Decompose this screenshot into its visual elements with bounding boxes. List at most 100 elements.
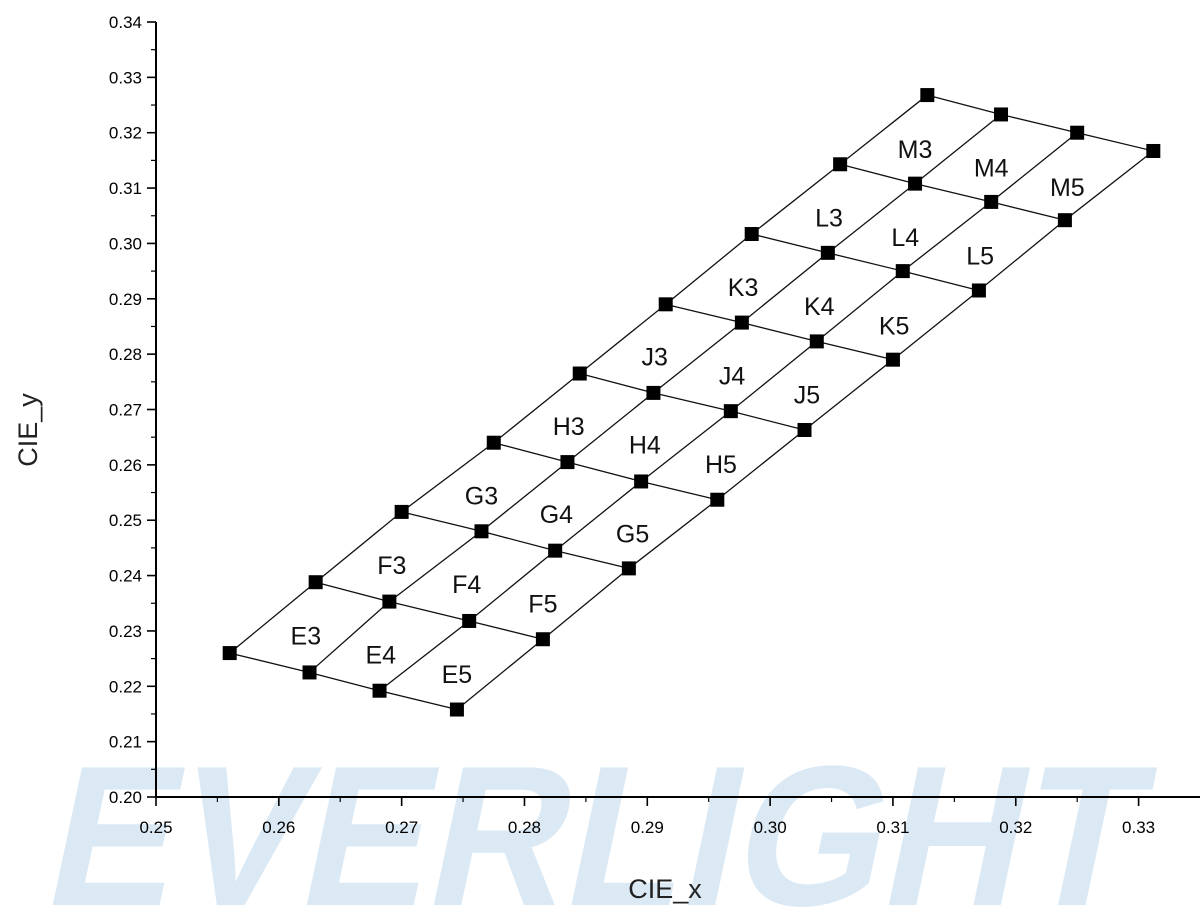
x-axis-title: CIE_x bbox=[628, 874, 702, 904]
bin-boundary-line bbox=[481, 530, 556, 552]
y-tick-label: 0.28 bbox=[109, 345, 142, 364]
grid-point-marker bbox=[809, 334, 824, 349]
bin-label: H5 bbox=[705, 451, 737, 479]
y-tick-label: 0.27 bbox=[109, 401, 142, 420]
bin-boundary-line bbox=[741, 252, 829, 324]
y-axis-title: CIE_y bbox=[13, 393, 43, 467]
bin-grid-markers bbox=[222, 88, 1161, 717]
y-tick-label: 0.34 bbox=[109, 13, 142, 32]
grid-point-marker bbox=[222, 646, 237, 661]
grid-point-marker bbox=[833, 157, 848, 172]
bin-boundary-line bbox=[469, 620, 544, 640]
bin-boundary-line bbox=[567, 392, 654, 463]
bin-label: G3 bbox=[465, 482, 498, 510]
y-tick-label: 0.22 bbox=[109, 677, 142, 696]
bin-grid-lines bbox=[229, 94, 1154, 711]
bin-boundary-line bbox=[309, 671, 380, 692]
x-tick-label: 0.30 bbox=[754, 818, 787, 837]
grid-point-marker bbox=[572, 366, 587, 381]
bin-label: E3 bbox=[291, 622, 322, 650]
bin-boundary-line bbox=[1077, 132, 1154, 152]
x-tick-label: 0.25 bbox=[139, 818, 172, 837]
x-tick-label: 0.32 bbox=[999, 818, 1032, 837]
grid-point-marker bbox=[710, 492, 725, 507]
grid-point-marker bbox=[634, 474, 649, 489]
bin-boundary-line bbox=[827, 252, 903, 272]
y-tick-label: 0.20 bbox=[109, 788, 142, 807]
bin-boundary-line bbox=[741, 321, 817, 343]
grid-point-marker bbox=[984, 194, 999, 209]
x-tick-label: 0.27 bbox=[385, 818, 418, 837]
bin-boundary-line bbox=[641, 480, 718, 501]
axes: 0.25 0.26 0.27 0.28 0.29 0.30 0.31 0.32 0.33 0.20… bbox=[109, 13, 1200, 837]
grid-point-marker bbox=[744, 227, 759, 242]
bin-boundary-line bbox=[229, 581, 317, 654]
bin-label: K3 bbox=[728, 274, 759, 302]
bin-boundary-line bbox=[978, 219, 1066, 291]
bin-label: M5 bbox=[1050, 174, 1085, 202]
bin-boundary-line bbox=[640, 410, 732, 482]
bin-boundary-line bbox=[730, 340, 818, 412]
bin-boundary-line bbox=[542, 567, 630, 640]
bin-label: H4 bbox=[629, 431, 661, 459]
x-tick-label: 0.29 bbox=[631, 818, 664, 837]
grid-point-marker bbox=[920, 88, 935, 103]
x-tick-label: 0.33 bbox=[1122, 818, 1155, 837]
grid-point-marker bbox=[449, 702, 464, 717]
grid-point-marker bbox=[820, 245, 835, 260]
bin-boundary-line bbox=[927, 94, 1002, 116]
bin-boundary-line bbox=[229, 652, 310, 674]
bin-boundary-line bbox=[839, 163, 916, 185]
bin-boundary-line bbox=[388, 530, 482, 603]
bin-boundary-line bbox=[902, 270, 980, 292]
y-tick-label: 0.33 bbox=[109, 68, 142, 87]
grid-point-marker bbox=[462, 613, 477, 628]
bin-label: K5 bbox=[879, 312, 910, 340]
bin-boundary-line bbox=[579, 303, 667, 375]
bin-boundary-line bbox=[1064, 150, 1154, 221]
grid-point-marker bbox=[1070, 125, 1085, 140]
grid-point-marker bbox=[394, 504, 409, 519]
y-tick-label: 0.24 bbox=[109, 567, 142, 586]
y-tick-label: 0.29 bbox=[109, 290, 142, 309]
grid-point-marker bbox=[734, 315, 749, 330]
bin-label: G4 bbox=[540, 501, 573, 529]
bin-boundary-line bbox=[628, 499, 718, 569]
y-tick-label: 0.25 bbox=[109, 511, 142, 530]
bin-boundary-line bbox=[379, 690, 458, 711]
bin-label: J4 bbox=[719, 363, 746, 391]
bin-boundary-line bbox=[481, 461, 568, 532]
grid-point-marker bbox=[895, 264, 910, 279]
bin-boundary-line bbox=[456, 638, 544, 711]
bin-boundary-line bbox=[816, 270, 904, 342]
grid-point-marker bbox=[1146, 143, 1161, 158]
bin-label: M4 bbox=[974, 155, 1009, 183]
bin-boundary-line bbox=[554, 480, 642, 552]
bin-label: F5 bbox=[528, 590, 557, 618]
bin-boundary-line bbox=[315, 581, 390, 603]
bin-label: J5 bbox=[794, 382, 820, 410]
grid-point-marker bbox=[908, 176, 923, 191]
x-tick-label: 0.28 bbox=[508, 818, 541, 837]
grid-point-marker bbox=[797, 422, 812, 437]
bin-boundary-line bbox=[379, 620, 470, 692]
grid-point-marker bbox=[308, 575, 323, 590]
grid-point-marker bbox=[486, 435, 501, 450]
bin-boundary-line bbox=[555, 550, 630, 570]
bin-boundary-line bbox=[665, 303, 743, 324]
grid-point-marker bbox=[723, 404, 738, 419]
bin-boundary-line bbox=[991, 201, 1066, 221]
bin-boundary-line bbox=[389, 600, 470, 622]
y-tick-label: 0.26 bbox=[109, 456, 142, 475]
bin-boundary-line bbox=[401, 511, 482, 532]
bin-boundary-line bbox=[914, 183, 992, 203]
bin-boundary-line bbox=[892, 289, 980, 361]
bin-boundary-line bbox=[902, 201, 992, 272]
bin-boundary-line bbox=[665, 233, 753, 305]
grid-point-marker bbox=[535, 632, 550, 647]
bin-label: L5 bbox=[966, 243, 994, 271]
bin-label: L4 bbox=[891, 224, 919, 252]
bin-boundary-line bbox=[579, 372, 654, 394]
y-tick-label: 0.32 bbox=[109, 124, 142, 143]
